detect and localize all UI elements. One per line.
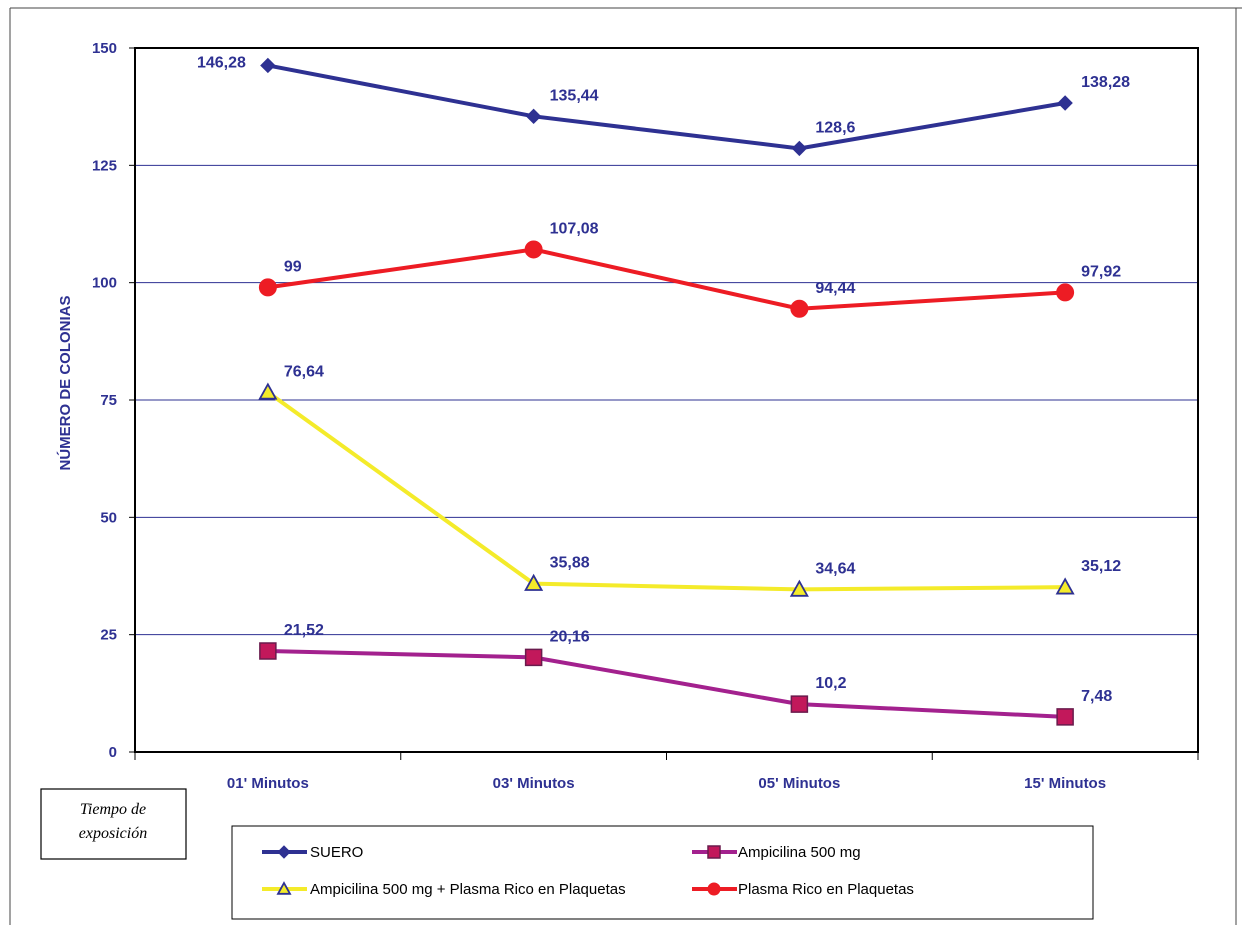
y-tick-label: 0 [109,744,117,761]
x-axis-ticks: 01' Minutos 03' Minutos 05' Minutos 15' Min… [134,752,1199,792]
legend-swatch-marker [707,845,721,859]
x-tick-label: 15' Minutos [1024,775,1106,792]
data-point-square [524,648,543,667]
data-point-circle [524,240,543,259]
y-tick-label: 125 [92,157,117,174]
data-label: 97,92 [1081,263,1121,280]
legend-label: SUERO [310,844,363,861]
legend-swatch-marker [276,881,292,895]
data-point-triangle [258,382,278,400]
data-label: 107,08 [550,220,599,237]
series-line [267,247,1066,311]
y-tick-label: 150 [92,40,117,57]
legend-label: Ampicilina 500 mg + Plasma Rico en Plaqu… [310,881,626,898]
data-point-square [259,642,277,660]
legend-label: Ampicilina 500 mg [738,844,861,861]
series-group [258,57,1075,726]
data-point-square [1056,708,1074,726]
series-line [267,63,1066,151]
note-line-1: Tiempo de [80,801,146,818]
legend-swatch-marker [277,845,291,859]
data-label: 146,28 [197,54,246,71]
data-point-circle [258,278,277,297]
gridlines [135,164,1198,636]
y-tick-label: 75 [100,392,117,409]
data-label: 135,44 [550,87,599,104]
data-label: 20,16 [550,628,590,645]
data-point-triangle [789,579,809,597]
x-tick-label: 03' Minutos [493,775,575,792]
y-axis-ticks: 0 25 50 75 100 125 150 [92,40,135,761]
legend: SUERO Ampicilina 500 mg Ampicilina 500 mg … [262,844,914,898]
data-point-circle [790,299,809,318]
data-label: 94,44 [815,280,855,297]
data-point-diamond [260,57,276,74]
data-label: 21,52 [284,622,324,639]
note-line-2: exposición [79,825,147,842]
series-line [267,649,1066,719]
data-label: 76,64 [284,363,324,380]
data-label: 7,48 [1081,688,1112,705]
legend-swatch-marker [707,882,721,896]
y-tick-label: 100 [92,275,117,292]
data-point-diamond [1057,95,1073,111]
note-box [40,788,187,860]
data-label: 35,12 [1081,558,1121,575]
legend-box [231,825,1094,920]
data-point-diamond [791,140,808,157]
x-tick-label: 05' Minutos [758,775,840,792]
data-point-triangle [1055,577,1075,595]
y-tick-label: 25 [100,627,117,644]
data-label: 10,2 [815,675,846,692]
data-labels: 146,28 135,44 128,6 138,28 21,52 20,16 10,2 7,4… [197,54,1130,704]
legend-label: Plasma Rico en Plaquetas [738,881,914,898]
data-label: 34,64 [815,560,855,577]
data-label: 35,88 [550,555,590,572]
data-point-triangle [524,573,544,591]
series-line [266,390,1066,592]
data-label: 128,6 [815,119,855,136]
y-tick-label: 50 [100,509,117,526]
data-label: 138,28 [1081,74,1130,91]
data-point-square [790,695,809,713]
x-tick-label: 01' Minutos [227,775,309,792]
y-axis-label: NÚMERO DE COLONIAS [56,295,74,470]
data-point-circle [1056,283,1075,302]
data-point-diamond [525,108,542,125]
data-label: 99 [284,258,302,275]
